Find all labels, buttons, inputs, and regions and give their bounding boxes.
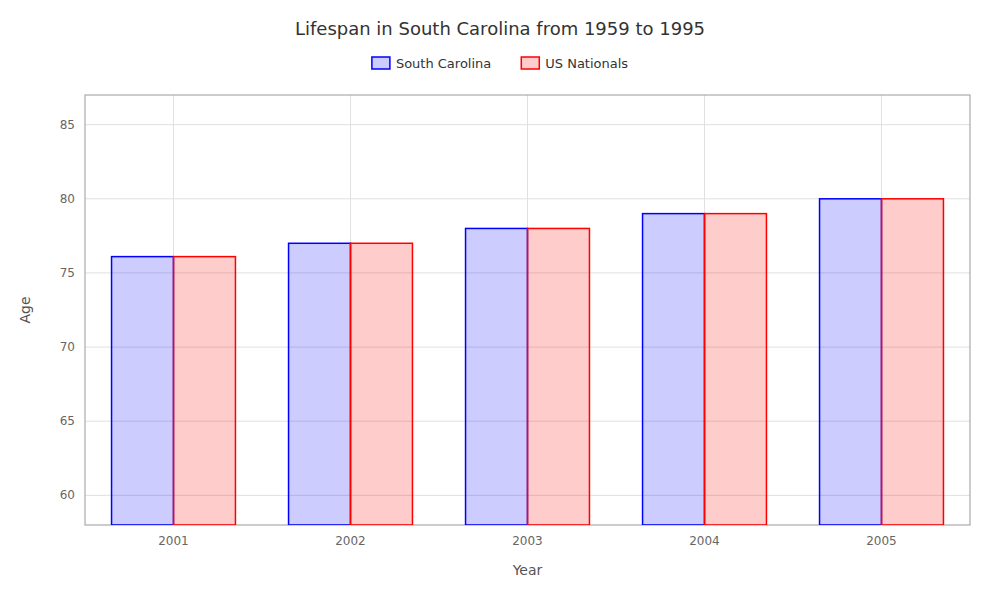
x-tick-label: 2005 <box>866 534 897 548</box>
y-axis-label: Age <box>17 296 33 323</box>
legend: South Carolina US Nationals <box>372 56 628 71</box>
y-tick-label: 85 <box>60 118 75 132</box>
plot-frame <box>85 95 970 525</box>
chart-title: Lifespan in South Carolina from 1959 to … <box>295 18 705 39</box>
x-tick-label: 2002 <box>335 534 366 548</box>
bar <box>705 214 767 525</box>
y-tick-label: 70 <box>60 340 75 354</box>
y-tick-label: 75 <box>60 266 75 280</box>
y-tick-label: 65 <box>60 414 75 428</box>
bar <box>643 214 705 525</box>
x-tick-label: 2004 <box>689 534 720 548</box>
legend-swatch <box>372 57 390 69</box>
bar <box>820 199 882 525</box>
x-axis-label: Year <box>512 562 543 578</box>
chart-svg: 60 65 70 75 80 85 2001 2002 2003 2004 2005 Year Age L… <box>0 0 1000 600</box>
bar <box>528 228 590 525</box>
grid <box>85 95 970 525</box>
y-tick-label: 60 <box>60 488 75 502</box>
bar <box>174 257 236 525</box>
x-tick-label: 2001 <box>158 534 189 548</box>
y-tick-label: 80 <box>60 192 75 206</box>
bar <box>882 199 944 525</box>
legend-swatch <box>521 57 539 69</box>
bar <box>289 243 351 525</box>
chart-container: 60 65 70 75 80 85 2001 2002 2003 2004 2005 Year Age L… <box>0 0 1000 600</box>
legend-label: US Nationals <box>545 56 628 71</box>
bars <box>112 199 944 525</box>
bar <box>351 243 413 525</box>
legend-label: South Carolina <box>396 56 491 71</box>
bar <box>112 257 174 525</box>
bar <box>466 228 528 525</box>
x-tick-label: 2003 <box>512 534 543 548</box>
